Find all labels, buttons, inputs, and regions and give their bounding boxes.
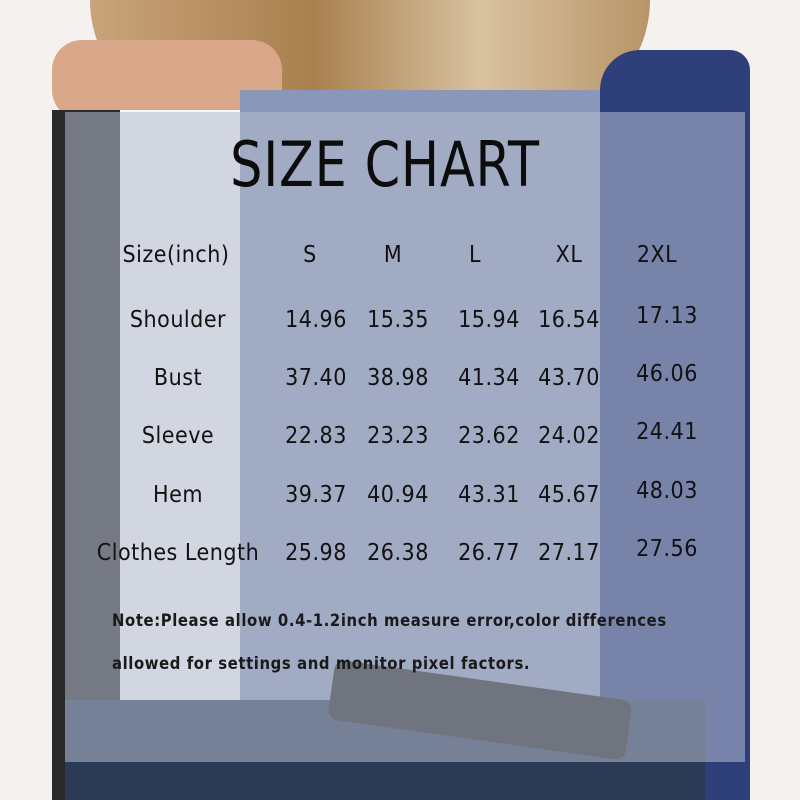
measurement-cell: 48.03 <box>636 478 698 504</box>
measurement-cell: 16.54 <box>538 307 600 333</box>
row-label: Hem <box>153 482 203 508</box>
measurement-cell: 27.17 <box>538 540 600 566</box>
measurement-cell: 24.02 <box>538 423 600 449</box>
size-header: M <box>383 242 403 268</box>
note-line-2: allowed for settings and monitor pixel f… <box>112 654 531 673</box>
row-label: Clothes Length <box>96 540 260 566</box>
size-header: L <box>468 242 482 268</box>
row-label: Bust <box>153 365 203 391</box>
measurement-cell: 43.70 <box>538 365 600 391</box>
row-label: Sleeve <box>141 423 215 449</box>
header-label: Size(inch) <box>122 242 230 268</box>
measurement-cell: 26.38 <box>367 540 429 566</box>
measurement-cell: 14.96 <box>285 307 347 333</box>
measurement-cell: 17.13 <box>636 303 698 329</box>
size-chart-panel <box>65 112 745 762</box>
measurement-cell: 37.40 <box>285 365 347 391</box>
measurement-cell: 46.06 <box>636 361 698 387</box>
measurement-cell: 26.77 <box>458 540 520 566</box>
measurement-cell: 25.98 <box>285 540 347 566</box>
measurement-cell: 45.67 <box>538 482 600 508</box>
size-header: XL <box>555 242 583 268</box>
measurement-cell: 43.31 <box>458 482 520 508</box>
measurement-cell: 15.94 <box>458 307 520 333</box>
measurement-cell: 15.35 <box>367 307 429 333</box>
measurement-cell: 38.98 <box>367 365 429 391</box>
measurement-cell: 23.62 <box>458 423 520 449</box>
measurement-cell: 22.83 <box>285 423 347 449</box>
measurement-cell: 24.41 <box>636 419 698 445</box>
size-header: S <box>303 242 317 268</box>
row-label: Shoulder <box>129 307 227 333</box>
measurement-cell: 23.23 <box>367 423 429 449</box>
size-header: 2XL <box>636 242 678 268</box>
measurement-cell: 40.94 <box>367 482 429 508</box>
note-line-1: Note:Please allow 0.4-1.2inch measure er… <box>112 611 667 630</box>
measurement-cell: 39.37 <box>285 482 347 508</box>
page-title: SIZE CHART <box>230 128 540 201</box>
measurement-cell: 27.56 <box>636 536 698 562</box>
measurement-cell: 41.34 <box>458 365 520 391</box>
